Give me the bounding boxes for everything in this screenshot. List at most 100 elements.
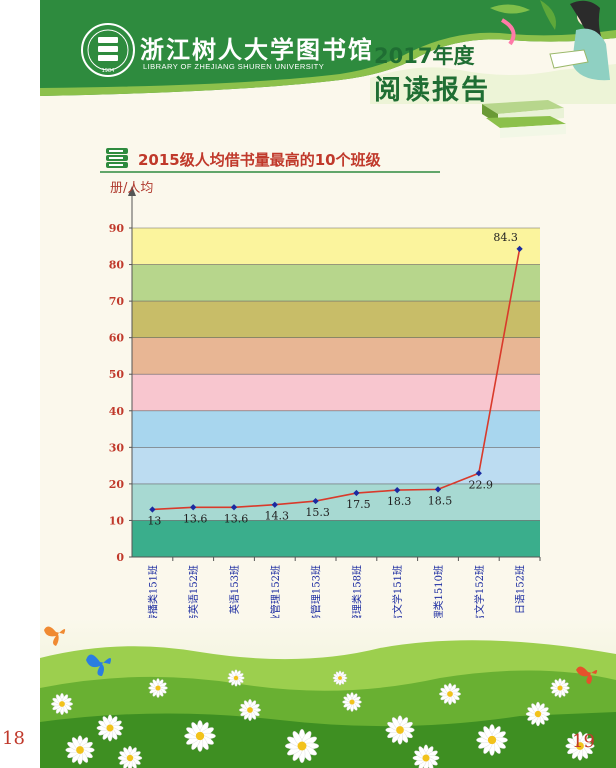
daisy (117, 745, 143, 768)
daisy-center (557, 685, 563, 691)
chart-band (132, 410, 540, 448)
y-tick-label: 90 (109, 222, 125, 235)
page-number-right: 19 (572, 731, 595, 752)
chart-background-bands (132, 228, 540, 557)
daisy-center (247, 707, 253, 713)
library-logo: 1984 (81, 23, 135, 77)
y-tick-label: 80 (109, 259, 125, 272)
data-value-label: 14.3 (265, 510, 290, 523)
y-tick-label: 10 (109, 514, 125, 527)
butterfly-icon (576, 666, 598, 684)
daisy (385, 715, 415, 745)
daisy (148, 678, 168, 698)
section-underline (100, 171, 440, 173)
daisy (550, 678, 570, 698)
data-value-labels: 13 13.6 13.6 14.3 15.3 17.5 18.3 18.5 22.9 84.3 (147, 231, 517, 528)
daisy (565, 731, 595, 761)
library-name-en: LIBRARY OF ZHEJIANG SHUREN UNIVERSITY (143, 62, 325, 71)
daisy-center (576, 742, 584, 750)
chart-band (132, 447, 540, 484)
daisy (525, 701, 551, 727)
book-stack-illustration (482, 100, 566, 138)
y-tick-label: 20 (109, 478, 125, 491)
data-point (353, 489, 360, 497)
section-book-icon (106, 148, 128, 168)
daisy-center (338, 676, 342, 680)
daisy-center (195, 731, 205, 741)
daisy (184, 720, 216, 752)
daisy (238, 698, 262, 722)
chart-band (132, 301, 540, 338)
chart-band (132, 520, 540, 557)
y-tick-label: 50 (109, 368, 125, 381)
daisy-center (349, 699, 355, 705)
x-tick-label: 财务管理153班 (310, 565, 323, 634)
daisy (65, 735, 95, 765)
data-value-label: 18.3 (387, 495, 412, 508)
y-axis-ticks: 0 10 20 30 40 50 60 70 80 90 (109, 222, 132, 564)
daisy-center (396, 726, 404, 734)
daisy-center (106, 724, 114, 732)
report-title: 阅读报告 (374, 75, 490, 106)
data-point (475, 470, 482, 477)
y-tick-label: 30 (109, 441, 125, 454)
logo-year: 1984 (102, 68, 115, 74)
daisy-center (447, 691, 453, 697)
data-value-label: 13.6 (224, 512, 249, 525)
daisy (284, 728, 320, 764)
daisy (412, 744, 440, 768)
daisy-flowers (50, 669, 595, 768)
daisy-center (534, 710, 542, 718)
data-value-label: 18.5 (428, 494, 453, 507)
butterfly-icon (86, 654, 111, 676)
y-tick-label: 60 (109, 332, 125, 345)
chart-band (132, 337, 540, 375)
daisy-center (126, 754, 134, 762)
chart-band (132, 228, 540, 265)
butterfly-icon (44, 626, 66, 646)
chart-band (132, 264, 540, 302)
data-value-label: 84.3 (493, 231, 518, 244)
x-tick-label: 商务英语152班 (187, 565, 200, 634)
daisy-center (76, 746, 84, 754)
chart-band (132, 483, 540, 521)
daisy (50, 692, 74, 716)
daisy-center (422, 754, 430, 762)
chart-band-lines (132, 227, 540, 521)
y-tick-label: 70 (109, 295, 125, 308)
daisy (96, 714, 124, 742)
data-value-label: 22.9 (469, 478, 494, 491)
data-value-label: 17.5 (346, 498, 371, 511)
daisy (342, 692, 362, 712)
daisy (227, 669, 245, 687)
data-point (394, 486, 401, 494)
y-tick-label: 0 (116, 551, 124, 564)
data-point (271, 501, 278, 508)
series-line (152, 248, 521, 511)
x-tick-label: 英语153班 (228, 565, 241, 614)
daisy (438, 682, 462, 706)
data-point (434, 486, 442, 493)
daisy-center (59, 701, 65, 707)
daisy-center (487, 735, 497, 745)
y-tick-label: 40 (109, 405, 125, 418)
daisy (332, 670, 348, 686)
section-title: 2015级人均借书量最高的10个班级 (138, 151, 381, 169)
header-banner (40, 0, 616, 104)
data-value-label: 15.3 (305, 506, 330, 519)
daisy-center (297, 741, 307, 751)
data-point (312, 497, 319, 505)
data-value-label: 13.6 (183, 512, 208, 525)
meadow-illustration (40, 618, 616, 768)
data-points (149, 245, 523, 513)
report-year: 2017年度 (374, 44, 475, 68)
x-tick-label: 日语152班 (515, 565, 527, 614)
daisy-center (233, 675, 239, 681)
daisy-center (155, 685, 161, 691)
y-axis-arrow (128, 186, 136, 196)
daisy (476, 724, 508, 756)
chart-band (132, 374, 540, 411)
library-name-cn: 浙江树人大学图书馆 (140, 35, 374, 64)
